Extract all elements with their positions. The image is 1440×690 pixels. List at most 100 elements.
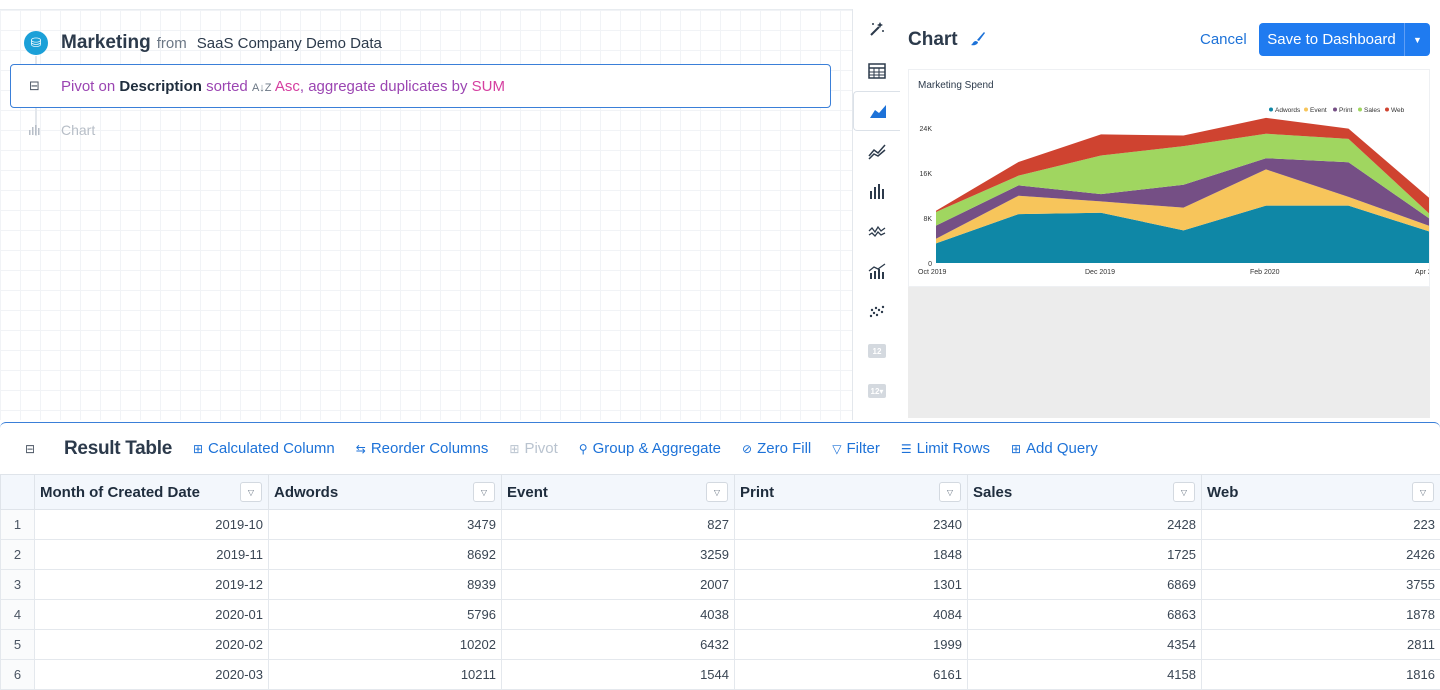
- column-menu-icon[interactable]: ▽: [706, 482, 728, 502]
- y-tick-label: 16K: [920, 171, 933, 178]
- zero-fill-button[interactable]: ⊘ Zero Fill: [742, 440, 811, 457]
- table-cell: 6869: [967, 569, 1202, 600]
- area-series-print: [936, 158, 1429, 239]
- magic-wand-button[interactable]: [853, 9, 901, 49]
- result-actions: ⊞ Calculated Column ⇆ Reorder Columns ⊞ Pivot…: [172, 440, 1098, 457]
- pivot-step[interactable]: ⊟ Pivot on Description sorted A↓Z Asc, a…: [10, 64, 831, 108]
- table-row: 6 2020-03 10211 1544 6161 4158 1816: [0, 659, 1440, 690]
- datasource-source: SaaS Company Demo Data: [196, 34, 382, 52]
- table-cell: 1878: [1201, 599, 1440, 630]
- column-header[interactable]: Sales ▽: [967, 474, 1202, 510]
- column-menu-icon[interactable]: ▽: [939, 482, 961, 502]
- table-cell: 1725: [967, 539, 1202, 570]
- table-cell: 2019-12: [34, 569, 269, 600]
- table-cell: 3755: [1201, 569, 1440, 600]
- area-series-sales: [936, 133, 1429, 226]
- table-view-button[interactable]: [853, 51, 901, 91]
- column-header[interactable]: Event ▽: [501, 474, 735, 510]
- area-chart-button[interactable]: [853, 91, 901, 131]
- table-cell: 10211: [268, 659, 502, 690]
- pivot-middle: , aggregate duplicates by: [299, 77, 468, 95]
- save-to-dashboard-group: Save to Dashboard ▼: [1259, 23, 1430, 56]
- table-cell: 10202: [268, 629, 502, 660]
- group-aggregate-icon: ⚲: [578, 441, 588, 456]
- x-tick-label: Oct 2019: [918, 269, 947, 276]
- chart-title: Marketing Spend: [918, 80, 994, 91]
- add-query-label: Add Query: [1026, 440, 1098, 457]
- index-header: [0, 474, 35, 510]
- table-cell: 2019-11: [34, 539, 269, 570]
- single-number-icon: 12: [868, 344, 886, 358]
- line-chart-button[interactable]: [853, 131, 901, 171]
- y-tick-label: 24K: [920, 126, 933, 133]
- table-cell: 2020-01: [34, 599, 269, 630]
- column-menu-icon[interactable]: ▽: [1173, 482, 1195, 502]
- x-tick-label: Dec 2019: [1085, 269, 1115, 276]
- caret-down-icon: ▼: [1413, 34, 1422, 45]
- filter-button[interactable]: ▽ Filter: [832, 440, 880, 457]
- legend-item[interactable]: Event: [1310, 107, 1327, 114]
- calculated-column-button[interactable]: ⊞ Calculated Column: [193, 440, 335, 457]
- result-table: Month of Created Date ▽ Adwords ▽ Event ▽ Prin…: [0, 474, 1440, 690]
- number-trend-button[interactable]: 12▾: [853, 371, 901, 411]
- row-index: 1: [0, 509, 35, 540]
- x-tick-label: Apr 2020: [1415, 269, 1430, 276]
- column-header[interactable]: Adwords ▽: [268, 474, 502, 510]
- limit-rows-button[interactable]: ☰ Limit Rows: [901, 440, 990, 457]
- table-cell: 2007: [501, 569, 735, 600]
- column-header[interactable]: Month of Created Date ▽: [34, 474, 269, 510]
- single-number-button[interactable]: 12: [853, 331, 901, 371]
- pivot-button[interactable]: ⊞ Pivot: [509, 440, 557, 457]
- table-cell: 4038: [501, 599, 735, 630]
- table-row: 3 2019-12 8939 2007 1301 6869 3755: [0, 569, 1440, 600]
- column-header[interactable]: Web ▽: [1201, 474, 1440, 510]
- query-pipeline: ⛁ Marketing from SaaS Company Demo Data …: [0, 9, 852, 420]
- bar-chart-button[interactable]: [853, 171, 901, 211]
- table-cell: 5796: [268, 599, 502, 630]
- table-cell: 6161: [734, 659, 968, 690]
- scatter-button[interactable]: [853, 291, 901, 331]
- sort-asc-icon: A↓Z: [251, 81, 272, 94]
- database-icon: ⛁: [24, 31, 48, 55]
- legend-swatch: [1385, 107, 1389, 112]
- chart-step[interactable]: Chart: [28, 120, 95, 140]
- x-axis: Oct 2019 Dec 2019 Feb 2020 Apr 2020: [918, 269, 1430, 276]
- legend-item[interactable]: Web: [1391, 107, 1405, 114]
- column-menu-icon[interactable]: ▽: [1412, 482, 1434, 502]
- datasource-name: Marketing: [61, 32, 151, 53]
- table-cell: 4158: [967, 659, 1202, 690]
- pivot-icon: ⊞: [509, 441, 520, 456]
- table-cell: 2811: [1201, 629, 1440, 660]
- result-table-panel: ⊟ Result Table ⊞ Calculated Column ⇆ Reorde…: [0, 422, 1440, 690]
- row-index: 4: [0, 599, 35, 630]
- table-cell: 6432: [501, 629, 735, 660]
- chart-preview: Marketing Spend Adwords Event Print Sales We…: [908, 69, 1430, 287]
- column-header-label: Month of Created Date: [40, 483, 201, 501]
- column-header[interactable]: Print ▽: [734, 474, 968, 510]
- row-index: 3: [0, 569, 35, 600]
- legend-item[interactable]: Print: [1339, 107, 1353, 114]
- table-cell: 3259: [501, 539, 735, 570]
- chart-type-toolbar: 12 12▾: [852, 9, 901, 420]
- magic-wand-icon: [870, 22, 884, 36]
- column-menu-icon[interactable]: ▽: [240, 482, 262, 502]
- filter-label: Filter: [846, 440, 880, 457]
- sparkline-button[interactable]: [853, 211, 901, 251]
- column-menu-icon[interactable]: ▽: [473, 482, 495, 502]
- cancel-button[interactable]: Cancel: [1200, 31, 1247, 48]
- reorder-columns-button[interactable]: ⇆ Reorder Columns: [356, 440, 489, 457]
- datasource-row[interactable]: ⛁ Marketing from SaaS Company Demo Data: [24, 30, 382, 56]
- limit-rows-icon: ☰: [900, 441, 912, 456]
- limit-rows-label: Limit Rows: [916, 440, 990, 457]
- area-series-web: [936, 117, 1429, 214]
- group-aggregate-button[interactable]: ⚲ Group & Aggregate: [579, 440, 721, 457]
- add-query-button[interactable]: ⊞ Add Query: [1011, 440, 1098, 457]
- legend-item[interactable]: Adwords: [1275, 107, 1301, 114]
- save-options-dropdown[interactable]: ▼: [1405, 23, 1430, 56]
- y-tick-label: 8K: [923, 216, 932, 223]
- combo-chart-button[interactable]: [853, 251, 901, 291]
- table-cell: 2020-02: [34, 629, 269, 660]
- save-to-dashboard-button[interactable]: Save to Dashboard: [1259, 23, 1405, 56]
- legend-item[interactable]: Sales: [1364, 107, 1381, 114]
- paintbrush-icon[interactable]: [970, 31, 986, 52]
